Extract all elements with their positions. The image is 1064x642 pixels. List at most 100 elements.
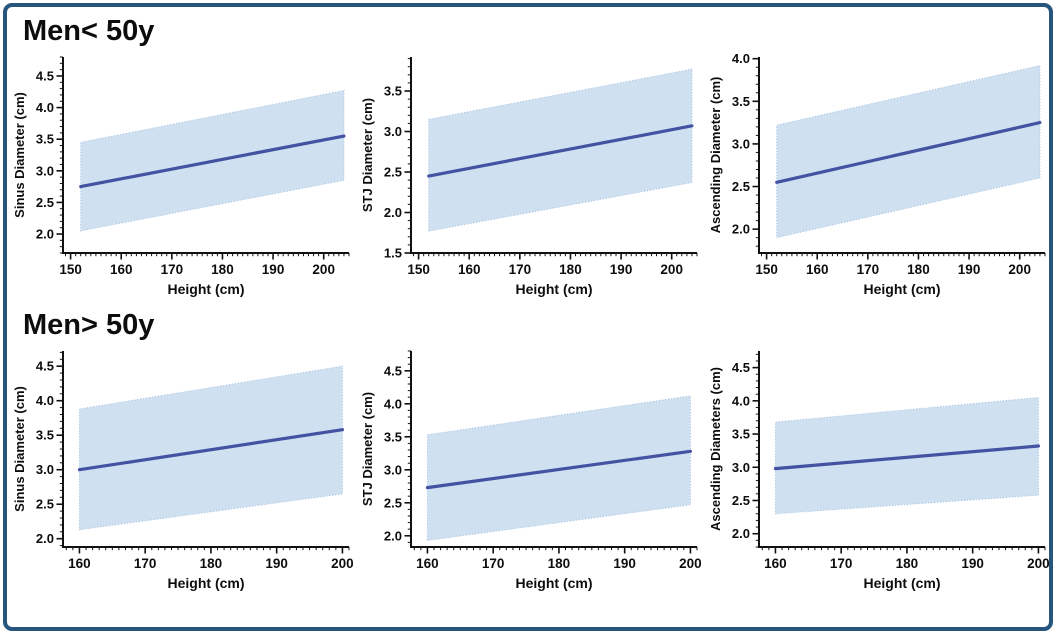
confidence-band [774,396,1039,515]
x-tick-label: 180 [548,556,571,571]
y-tick-label: 4.0 [36,393,54,408]
y-tick-label: 3.5 [36,132,54,147]
x-tick-label: 200 [679,556,702,571]
chart-stj-diameter-men-under-50: 150 160 170 180 190 200 1.5 2.0 2.5 3.0 3.5 Height … [359,49,703,301]
x-tick-label: 170 [134,556,157,571]
chart-row-men-over-50: 160 170 180 190 200 2.0 2.5 3.0 3.5 4.0 4.5 Height … [11,343,1050,595]
section-title-men-over-50: Men> 50y [23,309,155,341]
y-axis-title: Sinus Diameter (cm) [12,386,27,512]
regression-line [773,444,1041,471]
x-tick-label: 200 [1008,262,1031,277]
y-axis-title: Sinus Diameter (cm) [12,92,27,218]
y-tick-label: 2.0 [36,227,54,242]
x-tick-label: 180 [200,556,223,571]
x-tick-label: 190 [262,262,285,277]
regression-line [77,428,345,472]
y-tick-label: 2.0 [732,526,750,541]
y-tick-label: 3.5 [36,428,54,443]
section-men-under-50: Men< 50y 150 160 170 180 190 200 2.0 2.5 3.0 3.5 4… [11,13,1046,301]
x-tick-label: 150 [407,262,430,277]
y-tick-label: 2.5 [384,495,402,510]
y-tick-label: 3.0 [384,462,402,477]
section-men-over-50: Men> 50y 160 170 180 190 200 2.0 2.5 3.0 3.5 4.0 4… [11,307,1050,595]
y-tick-label: 3.5 [384,429,402,444]
x-tick-label: 150 [755,262,778,277]
x-tick-label: 160 [806,262,829,277]
x-tick-label: 170 [830,556,853,571]
x-tick-label: 180 [211,262,234,277]
y-tick-label: 4.5 [36,68,54,83]
chart-svg: 160 170 180 190 200 2.0 2.5 3.0 3.5 4.0 4.5 Height … [12,351,354,591]
y-tick-label: 4.0 [732,51,750,66]
chart-sinus-diameter-men-under-50: 150 160 170 180 190 200 2.0 2.5 3.0 3.5 4.0 4.5 Heig… [11,49,355,301]
y-tick-label: 2.5 [732,179,750,194]
chart-stj-diameter-men-over-50: 160 170 180 190 200 2.0 2.5 3.0 3.5 4.0 4.5 Height … [359,343,703,595]
chart-ascending-diameter-men-under-50: 150 160 170 180 190 200 2.0 2.5 3.0 3.5 4.0 Height … [707,49,1051,301]
x-tick-label: 160 [110,262,133,277]
chart-ascending-diameters-men-over-50: 160 170 180 190 200 2.0 2.5 3.0 3.5 4.0 4.5 Height … [707,343,1051,595]
x-axis-title: Height (cm) [168,575,245,591]
regression-line [425,449,693,490]
y-tick-label: 2.0 [384,528,402,543]
y-tick-label: 2.0 [384,205,402,220]
y-tick-label: 4.0 [36,100,54,115]
chart-svg: 150 160 170 180 190 200 2.0 2.5 3.0 3.5 4.0 Height … [708,51,1046,297]
chart-svg: 150 160 170 180 190 200 1.5 2.0 2.5 3.0 3.5 Height … [360,57,698,297]
x-tick-label: 190 [958,262,981,277]
x-tick-label: 160 [68,556,91,571]
y-tick-label: 2.5 [36,497,54,512]
x-tick-label: 160 [416,556,439,571]
chart-sinus-diameter-men-over-50: 160 170 180 190 200 2.0 2.5 3.0 3.5 4.0 4.5 Height … [11,343,355,595]
chart-svg: 150 160 170 180 190 200 2.0 2.5 3.0 3.5 4.0 4.5 Heig… [12,56,350,297]
chart-svg: 160 170 180 190 200 2.0 2.5 3.0 3.5 4.0 4.5 Height … [360,350,702,591]
chart-svg: 160 170 180 190 200 2.0 2.5 3.0 3.5 4.0 4.5 Height … [708,351,1050,591]
chart-row-men-under-50: 150 160 170 180 190 200 2.0 2.5 3.0 3.5 4.0 4.5 Heig… [11,49,1046,301]
y-tick-label: 4.5 [384,363,402,378]
x-axis-title: Height (cm) [516,281,593,297]
x-tick-label: 200 [1027,556,1050,571]
y-tick-label: 2.5 [732,493,750,508]
y-tick-label: 2.5 [384,165,402,180]
y-tick-label: 4.0 [384,396,402,411]
regression-line [79,134,346,189]
confidence-band [78,365,343,531]
y-tick-label: 4.5 [732,360,750,375]
y-tick-label: 1.5 [384,246,402,261]
x-tick-label: 150 [59,262,82,277]
y-tick-label: 2.0 [36,531,54,546]
y-tick-label: 3.5 [384,84,402,99]
regression-line [775,121,1042,184]
y-tick-label: 3.5 [732,94,750,109]
x-tick-label: 200 [660,262,683,277]
y-tick-label: 2.5 [36,195,54,210]
y-tick-label: 3.0 [732,460,750,475]
x-axis-title: Height (cm) [516,575,593,591]
x-tick-label: 200 [331,556,354,571]
x-tick-label: 170 [161,262,184,277]
x-tick-label: 180 [559,262,582,277]
y-tick-label: 3.0 [36,163,54,178]
x-tick-label: 200 [312,262,335,277]
x-tick-label: 160 [764,556,787,571]
x-tick-label: 170 [857,262,880,277]
y-axis-title: Ascending Diameters (cm) [708,367,723,531]
x-tick-label: 190 [961,556,984,571]
x-tick-label: 190 [613,556,636,571]
x-tick-label: 170 [509,262,532,277]
x-axis-title: Height (cm) [864,281,941,297]
section-title-men-under-50: Men< 50y [23,15,155,47]
y-tick-label: 2.0 [732,222,750,237]
x-tick-label: 170 [482,556,505,571]
x-axis-title: Height (cm) [864,575,941,591]
x-axis-title: Height (cm) [168,281,245,297]
y-tick-label: 3.0 [36,462,54,477]
y-tick-label: 3.5 [732,427,750,442]
regression-line [427,124,694,178]
y-tick-label: 3.0 [732,136,750,151]
y-tick-label: 4.0 [732,393,750,408]
y-axis-title: Ascending Diameter (cm) [708,77,723,234]
y-tick-label: 4.5 [36,359,54,374]
x-tick-label: 190 [265,556,288,571]
y-axis-title: STJ Diameter (cm) [360,392,375,506]
x-tick-label: 180 [896,556,919,571]
